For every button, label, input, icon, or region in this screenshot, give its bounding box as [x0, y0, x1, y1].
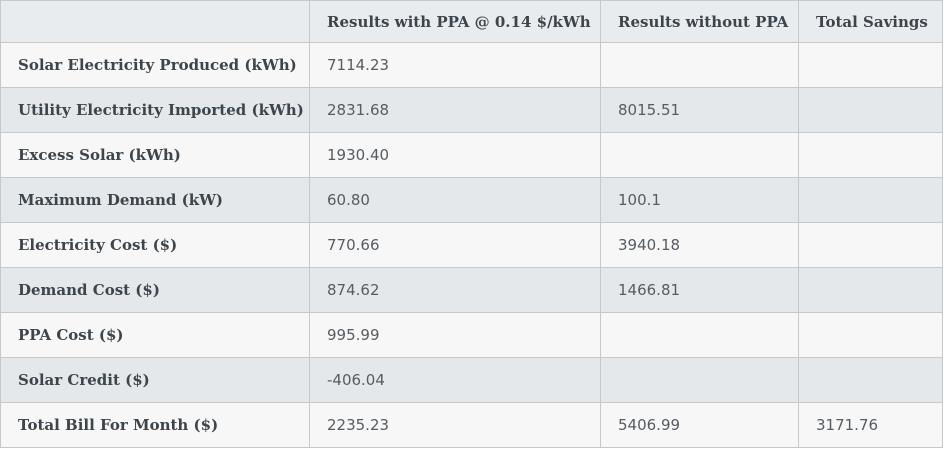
row-label: PPA Cost ($) — [0, 312, 310, 358]
cell-total-savings — [798, 177, 943, 223]
table-row: Total Bill For Month ($) 2235.23 5406.99… — [0, 402, 943, 448]
cell-total-savings — [798, 42, 943, 88]
cell-without-ppa: 5406.99 — [600, 402, 799, 448]
table-row: Demand Cost ($) 874.62 1466.81 — [0, 267, 943, 313]
header-results-without-ppa: Results without PPA — [600, 0, 799, 43]
cell-without-ppa — [600, 312, 799, 358]
row-label: Electricity Cost ($) — [0, 222, 310, 268]
row-label: Demand Cost ($) — [0, 267, 310, 313]
cell-without-ppa — [600, 132, 799, 178]
table-row: Electricity Cost ($) 770.66 3940.18 — [0, 222, 943, 268]
cell-without-ppa — [600, 357, 799, 403]
row-label: Excess Solar (kWh) — [0, 132, 310, 178]
cell-with-ppa: 874.62 — [309, 267, 601, 313]
cell-without-ppa: 1466.81 — [600, 267, 799, 313]
cell-with-ppa: 7114.23 — [309, 42, 601, 88]
cell-with-ppa: 770.66 — [309, 222, 601, 268]
table-row: Solar Credit ($) -406.04 — [0, 357, 943, 403]
cell-with-ppa: 995.99 — [309, 312, 601, 358]
table-row: Maximum Demand (kW) 60.80 100.1 — [0, 177, 943, 223]
table-row: Solar Electricity Produced (kWh) 7114.23 — [0, 42, 943, 88]
cell-total-savings — [798, 132, 943, 178]
table-row: PPA Cost ($) 995.99 — [0, 312, 943, 358]
cell-total-savings — [798, 357, 943, 403]
header-total-savings: Total Savings — [798, 0, 943, 43]
cell-with-ppa: 2831.68 — [309, 87, 601, 133]
cell-without-ppa: 100.1 — [600, 177, 799, 223]
cell-without-ppa: 8015.51 — [600, 87, 799, 133]
cell-total-savings — [798, 312, 943, 358]
cell-total-savings — [798, 222, 943, 268]
cell-with-ppa: 1930.40 — [309, 132, 601, 178]
row-label: Solar Electricity Produced (kWh) — [0, 42, 310, 88]
cell-total-savings — [798, 267, 943, 313]
table-row: Excess Solar (kWh) 1930.40 — [0, 132, 943, 178]
cell-with-ppa: 2235.23 — [309, 402, 601, 448]
row-label: Total Bill For Month ($) — [0, 402, 310, 448]
row-label: Maximum Demand (kW) — [0, 177, 310, 223]
cell-with-ppa: -406.04 — [309, 357, 601, 403]
row-label: Solar Credit ($) — [0, 357, 310, 403]
row-label: Utility Electricity Imported (kWh) — [0, 87, 310, 133]
cell-total-savings: 3171.76 — [798, 402, 943, 448]
table-header-row: Results with PPA @ 0.14 $/kWh Results wi… — [0, 0, 943, 43]
cell-total-savings — [798, 87, 943, 133]
header-cell-corner — [0, 0, 310, 43]
header-results-with-ppa: Results with PPA @ 0.14 $/kWh — [309, 0, 601, 43]
cell-without-ppa — [600, 42, 799, 88]
cell-without-ppa: 3940.18 — [600, 222, 799, 268]
table-row: Utility Electricity Imported (kWh) 2831.… — [0, 87, 943, 133]
cell-with-ppa: 60.80 — [309, 177, 601, 223]
